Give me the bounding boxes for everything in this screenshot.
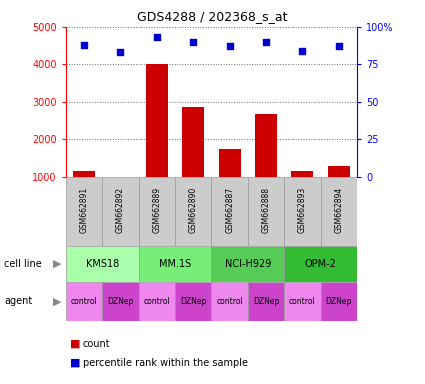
Text: GSM662887: GSM662887 [225, 187, 234, 233]
Text: control: control [216, 297, 243, 306]
Text: ▶: ▶ [53, 296, 62, 306]
Point [335, 43, 342, 50]
Bar [255, 114, 277, 214]
Text: OPM-2: OPM-2 [305, 259, 337, 269]
Text: DZNep: DZNep [253, 297, 279, 306]
Bar [175, 177, 211, 246]
Text: ▶: ▶ [53, 259, 62, 269]
Bar [102, 177, 139, 246]
Bar [320, 177, 357, 246]
Bar [284, 246, 357, 282]
Text: GSM662892: GSM662892 [116, 187, 125, 233]
Bar [139, 282, 175, 321]
Point [153, 34, 160, 40]
Text: NCI-H929: NCI-H929 [225, 259, 271, 269]
Bar [284, 177, 320, 246]
Point [117, 49, 124, 55]
Text: agent: agent [4, 296, 32, 306]
Text: count: count [83, 339, 110, 349]
Text: DZNep: DZNep [180, 297, 207, 306]
Bar [248, 282, 284, 321]
Bar [182, 107, 204, 214]
Text: control: control [289, 297, 316, 306]
Point [299, 48, 306, 54]
Text: MM.1S: MM.1S [159, 259, 191, 269]
Bar [211, 282, 248, 321]
Text: GSM662894: GSM662894 [334, 187, 343, 233]
Text: GDS4288 / 202368_s_at: GDS4288 / 202368_s_at [137, 10, 288, 23]
Text: control: control [144, 297, 170, 306]
Text: GSM662890: GSM662890 [189, 187, 198, 233]
Bar [328, 166, 350, 214]
Text: KMS18: KMS18 [86, 259, 119, 269]
Text: GSM662893: GSM662893 [298, 187, 307, 233]
Text: DZNep: DZNep [107, 297, 133, 306]
Bar [66, 177, 102, 246]
Bar [320, 282, 357, 321]
Bar [73, 171, 95, 214]
Bar [175, 282, 211, 321]
Text: control: control [71, 297, 97, 306]
Bar [248, 177, 284, 246]
Bar [284, 282, 320, 321]
Text: percentile rank within the sample: percentile rank within the sample [83, 358, 248, 368]
Bar [292, 171, 313, 214]
Bar [139, 246, 211, 282]
Bar [211, 177, 248, 246]
Text: ■: ■ [70, 358, 81, 368]
Text: DZNep: DZNep [326, 297, 352, 306]
Bar [219, 149, 241, 214]
Point [263, 39, 269, 45]
Bar [66, 246, 139, 282]
Text: cell line: cell line [4, 259, 42, 269]
Text: GSM662889: GSM662889 [152, 187, 162, 233]
Text: GSM662891: GSM662891 [79, 187, 88, 233]
Bar [110, 177, 131, 214]
Text: GSM662888: GSM662888 [261, 187, 271, 233]
Point [226, 43, 233, 50]
Text: ■: ■ [70, 339, 81, 349]
Point [81, 42, 88, 48]
Bar [139, 177, 175, 246]
Bar [211, 246, 284, 282]
Point [190, 39, 197, 45]
Bar [102, 282, 139, 321]
Bar [66, 282, 102, 321]
Bar [146, 64, 168, 214]
